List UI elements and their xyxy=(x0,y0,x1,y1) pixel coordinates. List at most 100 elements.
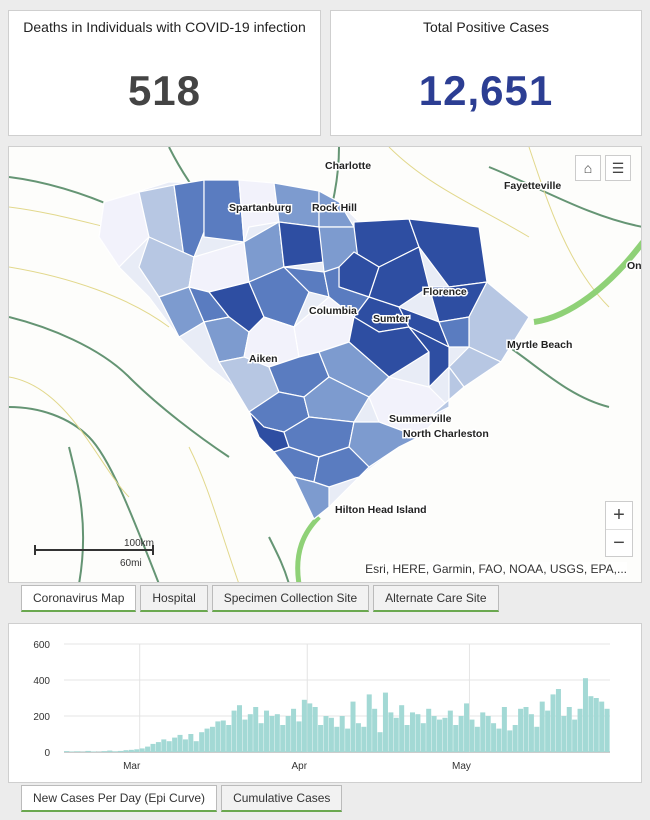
epi-bar[interactable] xyxy=(426,708,432,752)
epi-bar[interactable] xyxy=(447,710,453,752)
epi-bar[interactable] xyxy=(307,703,313,752)
epi-bar[interactable] xyxy=(458,716,464,752)
tab-cumulative-cases[interactable]: Cumulative Cases xyxy=(221,785,343,812)
epi-bar[interactable] xyxy=(409,712,415,752)
epi-bar[interactable] xyxy=(382,692,388,752)
epi-bar[interactable] xyxy=(134,749,140,752)
epi-bar[interactable] xyxy=(247,714,253,752)
epi-bar[interactable] xyxy=(269,716,275,752)
epi-bar[interactable] xyxy=(399,705,405,752)
epi-bar[interactable] xyxy=(534,726,540,752)
epi-bar[interactable] xyxy=(188,734,194,752)
epi-bar[interactable] xyxy=(231,710,237,752)
epi-bar[interactable] xyxy=(291,708,297,752)
epi-bar[interactable] xyxy=(199,732,205,752)
epi-bar[interactable] xyxy=(437,719,443,752)
epi-bar[interactable] xyxy=(350,701,356,752)
coronavirus-map[interactable]: Charlotte Fayetteville Spartanburg Rock … xyxy=(8,146,642,583)
epi-bar[interactable] xyxy=(561,716,567,752)
epi-bar[interactable] xyxy=(404,725,410,752)
epi-bar[interactable] xyxy=(377,732,383,752)
epi-bar[interactable] xyxy=(355,723,361,752)
epi-bar[interactable] xyxy=(604,708,610,752)
home-button[interactable]: ⌂ xyxy=(575,155,601,181)
epi-bar[interactable] xyxy=(588,696,594,752)
epi-bar[interactable] xyxy=(453,725,459,752)
epi-bar[interactable] xyxy=(334,726,340,752)
epi-bar[interactable] xyxy=(91,751,97,752)
epi-bar[interactable] xyxy=(215,721,221,752)
epi-bar[interactable] xyxy=(577,708,583,752)
epi-bar[interactable] xyxy=(258,723,264,752)
epi-bar[interactable] xyxy=(74,751,80,752)
tab-coronavirus-map[interactable]: Coronavirus Map xyxy=(21,585,137,612)
tab-hospital[interactable]: Hospital xyxy=(140,585,208,612)
epi-bar[interactable] xyxy=(301,699,307,752)
epi-bar[interactable] xyxy=(220,720,226,753)
epi-bar[interactable] xyxy=(274,714,280,752)
epi-bar[interactable] xyxy=(296,721,302,752)
epi-bar[interactable] xyxy=(507,730,513,752)
epi-bar[interactable] xyxy=(518,708,524,752)
epi-bar[interactable] xyxy=(485,716,491,752)
epi-bar[interactable] xyxy=(118,750,124,752)
epi-bar[interactable] xyxy=(101,751,107,752)
epi-bar[interactable] xyxy=(107,750,113,752)
epi-bar[interactable] xyxy=(145,746,151,752)
epi-bar[interactable] xyxy=(572,719,578,752)
epi-bar[interactable] xyxy=(150,743,156,752)
epi-bar[interactable] xyxy=(226,725,232,752)
epi-bar[interactable] xyxy=(345,728,351,752)
epi-bar[interactable] xyxy=(339,716,345,752)
epi-bar[interactable] xyxy=(112,751,118,752)
legend-button[interactable]: ☰ xyxy=(605,155,631,181)
epi-bar[interactable] xyxy=(139,748,145,752)
epi-bar[interactable] xyxy=(204,728,210,752)
epi-bar[interactable] xyxy=(388,712,394,752)
epi-bar[interactable] xyxy=(182,739,188,752)
epi-bar[interactable] xyxy=(85,750,91,752)
epi-bar[interactable] xyxy=(539,701,545,752)
epi-bar[interactable] xyxy=(599,701,605,752)
map-attribution[interactable]: Esri, HERE, Garmin, FAO, NOAA, USGS, EPA… xyxy=(365,562,627,576)
tab-alternate-care-site[interactable]: Alternate Care Site xyxy=(373,585,499,612)
epi-bar[interactable] xyxy=(372,708,378,752)
epi-bar[interactable] xyxy=(161,739,167,752)
epi-bar[interactable] xyxy=(69,751,75,752)
epi-bar[interactable] xyxy=(242,719,248,752)
epi-bar[interactable] xyxy=(172,737,178,752)
epi-bar[interactable] xyxy=(469,719,475,752)
epi-bar[interactable] xyxy=(442,717,448,752)
epi-bar[interactable] xyxy=(566,707,572,752)
epi-bar[interactable] xyxy=(593,698,599,752)
epi-bar[interactable] xyxy=(582,678,588,752)
epi-bar[interactable] xyxy=(366,694,372,752)
map-canvas[interactable]: Charlotte Fayetteville Spartanburg Rock … xyxy=(9,147,642,583)
epi-bar[interactable] xyxy=(253,707,259,752)
epi-bar[interactable] xyxy=(285,716,291,752)
epi-bar[interactable] xyxy=(545,710,551,752)
tab-new-cases-per-day[interactable]: New Cases Per Day (Epi Curve) xyxy=(21,785,218,812)
epi-bar[interactable] xyxy=(193,741,199,752)
zoom-out-button[interactable]: − xyxy=(613,532,625,554)
epi-bar[interactable] xyxy=(155,742,161,752)
epi-bar[interactable] xyxy=(318,725,324,752)
epi-bar[interactable] xyxy=(323,716,329,752)
tab-specimen-collection-site[interactable]: Specimen Collection Site xyxy=(211,585,370,612)
epi-bar[interactable] xyxy=(491,723,497,752)
epi-bar[interactable] xyxy=(528,714,534,752)
epi-bar[interactable] xyxy=(123,750,129,752)
epi-bar[interactable] xyxy=(64,751,70,752)
epi-bar[interactable] xyxy=(312,707,318,752)
epi-bar[interactable] xyxy=(415,714,421,752)
epi-bar[interactable] xyxy=(209,726,215,752)
epi-bar[interactable] xyxy=(236,705,242,752)
epi-bar[interactable] xyxy=(420,723,426,752)
epi-bar[interactable] xyxy=(512,725,518,752)
epi-bar[interactable] xyxy=(474,726,480,752)
epi-bar[interactable] xyxy=(550,694,556,752)
epi-bar[interactable] xyxy=(328,717,334,752)
epi-bar[interactable] xyxy=(523,707,529,752)
epi-bar[interactable] xyxy=(501,707,507,752)
epi-bar[interactable] xyxy=(555,689,561,752)
